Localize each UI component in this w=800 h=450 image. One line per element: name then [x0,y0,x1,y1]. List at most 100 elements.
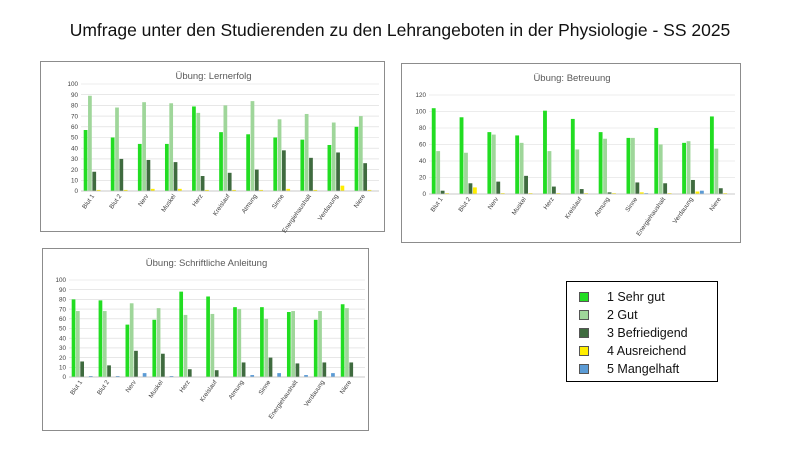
bar-1-sehr-gut-blut-2 [98,300,103,377]
legend-item: 5 Mangelhaft [579,360,717,378]
bar-2-gut-blut-1 [88,95,92,191]
bar-3-befriedigend-blut-2 [107,365,111,377]
y-tick-label: 20 [59,355,67,362]
x-tick-label: Nerv [137,192,151,208]
bar-4-ausreichend-herz [556,193,561,194]
legend-label: 3 Befriedigend [607,326,688,340]
bar-5-mangelhaft-blut-1 [88,376,93,377]
bar-2-gut-blut-2 [115,107,119,191]
y-tick-label: 30 [71,156,79,163]
bar-3-befriedigend-energiehaushalt [295,363,300,377]
y-tick-label: 0 [422,191,426,198]
bar-4-ausreichend-nerv [150,188,155,191]
bar-3-befriedigend-nerv [134,350,138,377]
bar-5-mangelhaft-nerv [142,373,147,377]
slide-title: Umfrage unter den Studierenden zu den Le… [69,20,731,40]
x-tick-label: Sinne [271,193,286,211]
chart-title: Übung: Lernerfolg [175,71,251,82]
x-tick-label: Energiehaushalt [268,379,300,421]
y-tick-label: 30 [59,345,67,352]
bar-1-sehr-gut-niere [709,116,714,194]
bar-4-ausreichend-blut-2 [472,187,477,194]
bar-3-befriedigend-kreislauf [579,189,584,194]
bar-3-befriedigend-atmung [241,362,246,377]
bar-1-sehr-gut-atmung [246,134,250,191]
bar-5-mangelhaft-verdauung [699,190,704,194]
bar-5-mangelhaft-verdauung [331,373,335,377]
bar-3-befriedigend-sinne [635,182,640,194]
bar-1-sehr-gut-verdauung [682,142,686,194]
x-tick-label: Sinne [624,196,639,214]
y-tick-label: 80 [71,103,79,110]
legend-swatch [579,310,589,320]
bar-1-sehr-gut-nerv [487,132,492,194]
legend-label: 1 Sehr gut [607,290,665,304]
x-tick-label: Blut 2 [457,196,472,214]
x-tick-label: Atmung [593,196,611,218]
bar-1-sehr-gut-kreislauf [219,132,223,191]
bar-1-sehr-gut-energiehaushalt [300,139,305,191]
bar-3-befriedigend-atmung [254,169,259,191]
x-tick-label: Muskel [160,193,177,213]
bar-2-gut-blut-1 [75,311,80,377]
bar-4-ausreichend-muskel [177,188,182,191]
bar-1-sehr-gut-muskel [515,135,520,194]
bar-2-gut-nerv [491,134,496,194]
bar-2-gut-sinne [630,137,635,194]
x-tick-label: Energiehaushalt [635,196,667,238]
x-tick-label: Muskel [511,196,528,216]
bar-2-gut-muskel [156,308,161,377]
bar-4-ausreichend-sinne [286,188,291,191]
bar-2-gut-atmung [250,101,255,191]
x-tick-label: Energiehaushalt [281,193,313,233]
bar-2-gut-herz [196,112,201,191]
bar-3-befriedigend-herz [551,186,556,194]
legend-item: 3 Befriedigend [579,324,717,342]
bar-5-mangelhaft-atmung [250,375,255,377]
x-tick-label: Blut 1 [430,196,445,214]
bar-2-gut-blut-2 [102,311,107,377]
bar-1-sehr-gut-nerv [125,324,130,377]
bar-3-befriedigend-blut-1 [92,171,97,191]
y-tick-label: 60 [59,316,67,323]
y-tick-label: 40 [71,145,79,152]
chart-lernerfolg: Übung: Lernerfolg 0 10 20 30 40 50 60 70 80 90 100 B… [40,61,385,233]
bar-5-mangelhaft-sinne [277,373,281,377]
bar-2-gut-verdauung [686,141,691,194]
x-tick-label: Sinne [257,379,272,397]
x-tick-label: Kreislauf [199,379,219,403]
bar-3-befriedigend-sinne [282,150,286,191]
y-tick-label: 70 [71,113,79,120]
bar-4-ausreichend-atmung [259,189,263,191]
bar-3-befriedigend-herz [200,176,205,191]
bar-2-gut-atmung [603,138,607,194]
bar-1-sehr-gut-herz [192,106,196,191]
legend-swatch [579,292,589,302]
bar-3-befriedigend-verdauung [691,179,695,194]
bar-3-befriedigend-muskel [524,175,528,194]
bar-3-befriedigend-nerv [496,181,501,194]
bar-1-sehr-gut-sinne [260,307,264,377]
bar-2-gut-muskel [519,142,524,194]
y-tick-label: 60 [419,142,427,149]
bar-3-befriedigend-herz [187,369,192,377]
chart-schriftliche-anleitung-svg: Übung: Schriftliche Anleitung 0 10 20 30 40 50… [55,258,365,421]
bar-2-gut-energiehaushalt [304,113,309,191]
x-tick-label: Herz [191,193,204,208]
legend-swatch [579,364,589,374]
bar-4-ausreichend-kreislauf [584,193,589,194]
y-tick-label: 120 [415,92,426,99]
bar-2-gut-sinne [277,119,282,191]
bar-2-gut-niere [345,308,349,377]
bar-3-befriedigend-muskel [173,162,178,191]
bar-1-sehr-gut-atmung [233,307,237,377]
y-tick-label: 80 [419,125,427,132]
bar-4-ausreichend-verdauung [340,185,345,191]
legend: 1 Sehr gut 2 Gut 3 Befriedigend 4 Ausrei… [566,281,718,382]
y-tick-label: 50 [59,326,67,333]
bar-4-ausreichend-blut-1 [96,189,101,191]
bar-3-befriedigend-energiehaushalt [309,157,313,191]
y-tick-label: 40 [59,335,67,342]
bar-4-ausreichend-herz [205,189,209,191]
legend-label: 2 Gut [607,308,638,322]
